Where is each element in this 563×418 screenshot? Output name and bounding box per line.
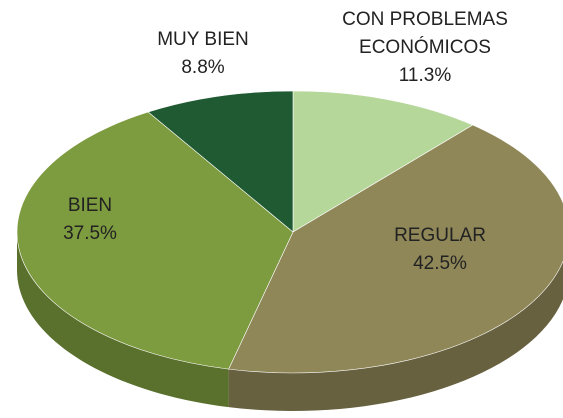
category-name: CON PROBLEMAS ECONÓMICOS (342, 9, 508, 58)
slice-side (17, 232, 229, 408)
slice (292, 90, 474, 233)
category-name: BIEN (67, 195, 113, 216)
value-label: 42.5% (413, 253, 467, 274)
slice-label: BIEN 37.5% (20, 192, 160, 248)
category-name: MUY BIEN (157, 29, 249, 50)
slice-label: MUY BIEN 8.8% (133, 26, 273, 82)
category-name: REGULAR (394, 225, 486, 246)
value-label: 8.8% (181, 57, 225, 78)
slice (147, 90, 294, 233)
value-label: 11.3% (398, 65, 452, 86)
value-label: 37.5% (63, 223, 117, 244)
slice (228, 124, 563, 374)
slice-side (228, 261, 563, 411)
slice-label: REGULAR 42.5% (370, 222, 510, 278)
slice-label: CON PROBLEMAS ECONÓMICOS 11.3% (325, 6, 525, 90)
slice (16, 111, 294, 370)
